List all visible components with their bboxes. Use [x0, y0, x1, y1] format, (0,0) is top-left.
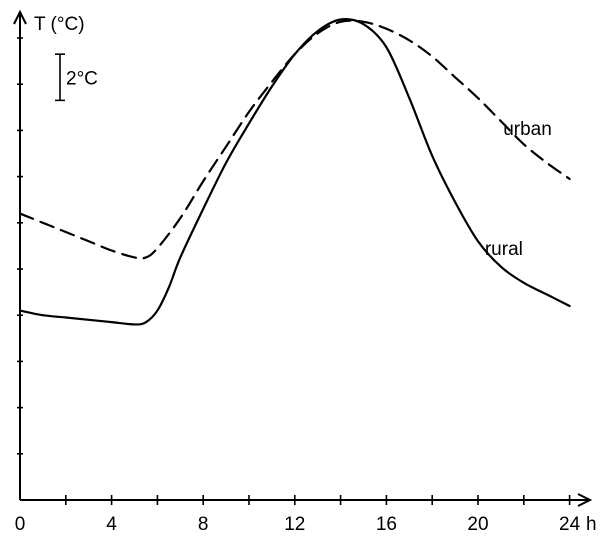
x-tick-label: 0 — [15, 514, 26, 535]
series-label-urban: urban — [503, 119, 552, 140]
scale-bar-label: 2°C — [66, 68, 98, 89]
x-tick-label: 4 — [106, 514, 117, 535]
scale-bar-line — [55, 53, 65, 102]
x-tick-label: 12 — [284, 514, 305, 535]
series-label-rural: rural — [485, 239, 523, 260]
y-axis-label: T (°C) — [34, 14, 85, 35]
x-axis-label: h — [586, 514, 597, 535]
series-line-urban — [18, 19, 571, 260]
x-axis-arrow — [577, 493, 593, 507]
x-tick-label: 8 — [198, 514, 209, 535]
series-group: urban rural — [18, 18, 571, 326]
scale-bar: 2°C — [55, 53, 98, 102]
series-line-rural — [18, 18, 571, 326]
y-axis-arrow — [13, 9, 27, 25]
x-tick-label: 24 — [559, 514, 581, 535]
x-tick-label: 16 — [376, 514, 397, 535]
x-tick-label: 20 — [467, 514, 488, 535]
